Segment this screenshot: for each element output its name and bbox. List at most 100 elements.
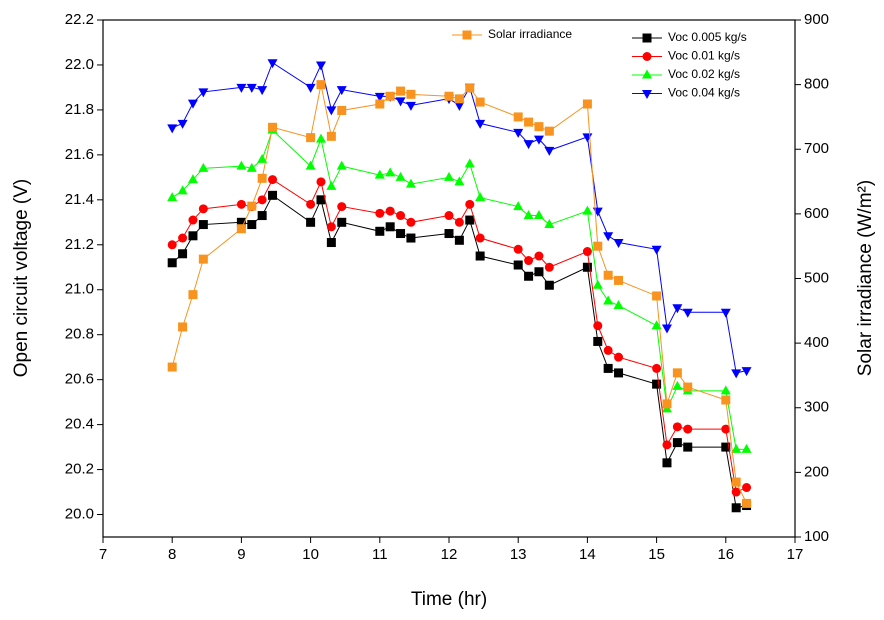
- marker: [177, 119, 188, 129]
- marker: [326, 180, 337, 190]
- marker: [662, 440, 672, 450]
- marker: [662, 399, 672, 409]
- marker: [731, 369, 742, 379]
- marker: [513, 201, 524, 211]
- marker: [582, 205, 593, 215]
- marker: [465, 215, 475, 225]
- y2-tick-label: 100: [804, 528, 829, 545]
- marker: [374, 92, 385, 102]
- marker: [236, 199, 246, 209]
- y2-tick-label: 700: [804, 140, 829, 157]
- marker: [523, 210, 534, 220]
- marker: [475, 192, 486, 202]
- marker: [236, 83, 247, 93]
- marker: [682, 308, 693, 318]
- marker: [326, 238, 336, 248]
- y2-axis-title: Solar irradiance (W/m²): [855, 180, 876, 376]
- marker: [533, 210, 544, 220]
- marker: [614, 275, 624, 285]
- marker: [236, 224, 246, 234]
- marker: [592, 207, 603, 217]
- legend-marker: [642, 33, 652, 43]
- y-tick-label: 22.2: [65, 11, 94, 28]
- y-tick-label: 20.4: [65, 416, 94, 433]
- marker: [513, 112, 523, 122]
- marker: [268, 122, 278, 132]
- marker: [316, 195, 326, 205]
- marker: [544, 219, 555, 229]
- y-tick-label: 20.2: [65, 461, 94, 478]
- marker: [742, 498, 752, 508]
- marker: [475, 97, 485, 107]
- marker: [454, 217, 464, 227]
- marker: [651, 245, 662, 255]
- marker: [336, 86, 347, 96]
- marker: [395, 171, 406, 181]
- marker: [247, 220, 257, 230]
- y2-tick-label: 400: [804, 334, 829, 351]
- marker: [582, 262, 592, 272]
- marker: [406, 233, 416, 243]
- marker: [475, 251, 485, 261]
- marker: [444, 171, 454, 181]
- marker: [167, 124, 178, 134]
- marker: [731, 503, 741, 513]
- marker: [592, 279, 603, 289]
- x-tick-label: 15: [648, 546, 665, 563]
- marker: [268, 190, 278, 200]
- marker: [544, 262, 554, 272]
- marker: [178, 322, 188, 332]
- marker: [198, 88, 209, 98]
- marker: [672, 304, 683, 314]
- y-tick-label: 21.0: [65, 281, 94, 298]
- marker: [464, 158, 475, 168]
- marker: [513, 244, 523, 254]
- marker: [396, 86, 406, 96]
- marker: [662, 458, 672, 468]
- marker: [741, 367, 752, 377]
- y2-tick-label: 800: [804, 76, 829, 93]
- x-tick-label: 16: [717, 546, 734, 563]
- marker: [316, 80, 326, 90]
- marker: [316, 177, 326, 187]
- marker: [246, 83, 257, 93]
- marker: [513, 260, 523, 270]
- marker: [593, 336, 603, 346]
- marker: [187, 174, 198, 184]
- legend-label: Voc 0.02 kg/s: [668, 67, 740, 81]
- marker: [603, 363, 613, 373]
- marker: [603, 345, 613, 355]
- marker: [257, 173, 267, 183]
- legend-marker: [642, 52, 652, 61]
- x-tick-label: 12: [441, 546, 458, 563]
- marker: [167, 192, 178, 202]
- marker: [337, 202, 347, 212]
- marker: [246, 162, 257, 172]
- marker: [513, 128, 524, 138]
- y-tick-label: 20.8: [65, 326, 94, 343]
- y2-tick-label: 500: [804, 269, 829, 286]
- legend-label: Solar irradiance: [488, 27, 572, 41]
- marker: [672, 380, 683, 390]
- marker: [187, 99, 198, 109]
- marker: [672, 368, 682, 378]
- y-tick-label: 22.0: [65, 56, 94, 73]
- marker: [741, 443, 752, 453]
- y-tick-label: 21.6: [65, 146, 94, 163]
- marker: [305, 83, 316, 93]
- marker: [375, 226, 385, 236]
- marker: [533, 135, 544, 145]
- marker: [178, 249, 188, 259]
- marker: [177, 185, 188, 195]
- marker: [683, 424, 693, 434]
- y-tick-label: 21.8: [65, 101, 94, 118]
- marker: [337, 105, 347, 115]
- marker: [582, 99, 592, 109]
- marker: [534, 267, 544, 277]
- marker: [305, 160, 316, 170]
- marker: [524, 271, 534, 281]
- marker: [544, 146, 555, 156]
- marker: [454, 176, 465, 186]
- marker: [454, 101, 465, 111]
